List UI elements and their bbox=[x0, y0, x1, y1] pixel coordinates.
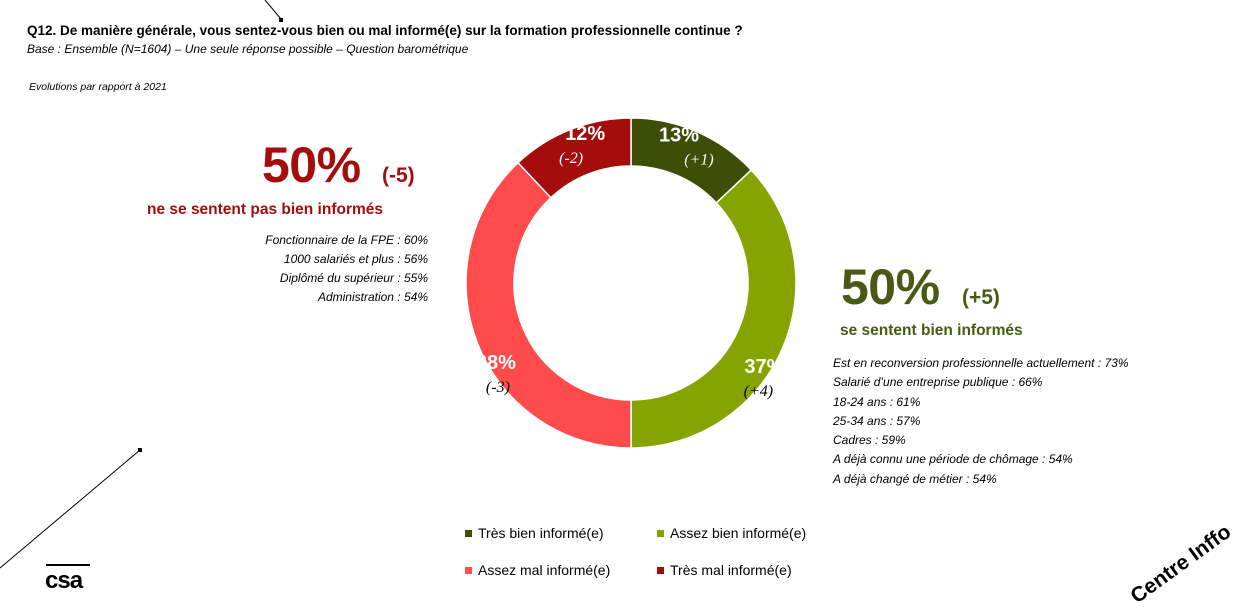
slice-value-label: 12% bbox=[565, 123, 605, 145]
positive-detail-item: Cadres : 59% bbox=[833, 433, 906, 448]
legend-swatch bbox=[657, 529, 664, 537]
legend-label: Très mal informé(e) bbox=[670, 562, 792, 578]
negative-detail-item: 1000 salariés et plus : 56% bbox=[283, 252, 428, 266]
positive-detail-item: A déjà changé de métier : 54% bbox=[833, 471, 997, 486]
positive-percent: 50% bbox=[841, 259, 940, 315]
donut-slice bbox=[630, 168, 797, 449]
question-title: Q12. De manière générale, vous sentez-vo… bbox=[27, 23, 743, 38]
legend-item-assez-mal: Assez mal informé(e) bbox=[465, 562, 610, 578]
slice-delta-label: (-3) bbox=[486, 379, 510, 396]
slice-delta-label: (+4) bbox=[744, 383, 773, 400]
negative-detail-item: Fonctionnaire de la FPE : 60% bbox=[265, 233, 428, 247]
legend-label: Très bien informé(e) bbox=[478, 525, 604, 541]
question-base: Base : Ensemble (N=1604) – Une seule rép… bbox=[27, 42, 469, 56]
legend-item-tres-bien: Très bien informé(e) bbox=[465, 525, 604, 541]
donut-slice bbox=[516, 117, 632, 199]
logo-text: csa bbox=[45, 567, 84, 594]
negative-label: ne se sentent pas bien informés bbox=[147, 201, 384, 218]
legend-swatch bbox=[657, 566, 664, 574]
slice-delta-label: (-2) bbox=[559, 150, 583, 167]
positive-detail-item: Est en reconversion professionnelle actu… bbox=[833, 356, 1129, 370]
csa-logo: csa bbox=[45, 564, 90, 594]
positive-label: se sentent bien informés bbox=[840, 322, 1023, 339]
negative-detail-item: Diplômé du supérieur : 55% bbox=[279, 271, 428, 285]
legend-label: Assez bien informé(e) bbox=[670, 525, 807, 541]
slice-value-label: 38% bbox=[476, 352, 516, 374]
positive-detail-item: Salarié d’une entreprise publique : 66% bbox=[833, 375, 1043, 390]
evolutions-note: Evolutions par rapport à 2021 bbox=[29, 81, 167, 93]
positive-detail-item: A déjà connu une période de chômage : 54… bbox=[833, 452, 1073, 467]
slice-value-label: 37% bbox=[744, 356, 784, 378]
legend-item-assez-bien: Assez bien informé(e) bbox=[657, 525, 806, 541]
watermark-text: Centre Inffo bbox=[1126, 520, 1235, 608]
legend-swatch bbox=[465, 566, 472, 574]
negative-delta: (-5) bbox=[382, 164, 415, 187]
positive-detail-item: 18-24 ans : 61% bbox=[833, 394, 921, 409]
donut-slice bbox=[465, 161, 632, 449]
legend-swatch bbox=[465, 529, 472, 537]
watermark: Centre Inffo bbox=[1126, 520, 1235, 608]
legend-label: Assez mal informé(e) bbox=[478, 562, 611, 578]
positive-detail-item: 25-34 ans : 57% bbox=[833, 413, 921, 428]
legend-item-tres-mal: Très mal informé(e) bbox=[657, 562, 792, 578]
positive-delta: (+5) bbox=[962, 286, 1000, 309]
slice-value-label: 13% bbox=[659, 125, 699, 147]
negative-details: Fonctionnaire de la FPE : 60% 1000 salar… bbox=[160, 231, 428, 307]
negative-percent: 50% bbox=[262, 137, 361, 193]
donut-chart: 13% (+1) 37% (+4) 38% (-3) 12% (-2) bbox=[465, 117, 797, 449]
positive-details: Est en reconversion professionnelle actu… bbox=[833, 354, 1129, 489]
slice-delta-label: (+1) bbox=[684, 152, 713, 169]
negative-detail-item: Administration : 54% bbox=[317, 290, 428, 304]
